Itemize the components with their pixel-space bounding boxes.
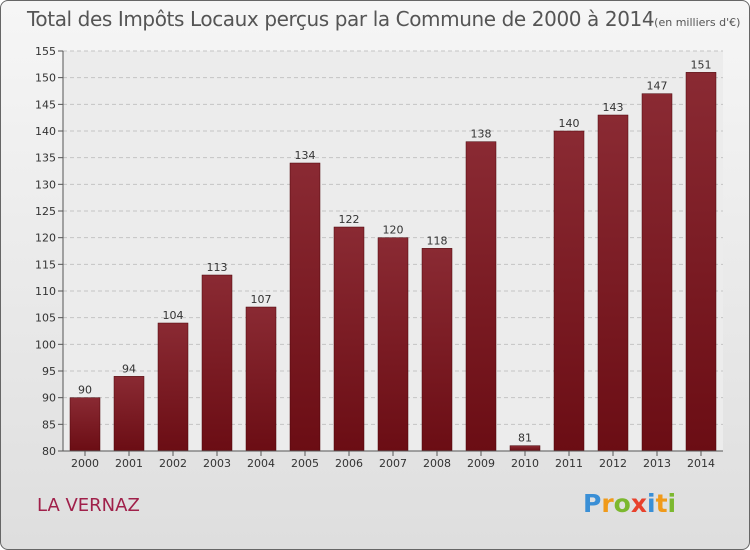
x-tick-label: 2006 bbox=[335, 457, 363, 470]
value-label: 138 bbox=[471, 128, 492, 141]
bar bbox=[377, 237, 409, 452]
bar bbox=[333, 226, 365, 452]
value-label: 81 bbox=[518, 432, 532, 445]
value-label: 120 bbox=[383, 224, 404, 237]
y-tick-label: 85 bbox=[42, 418, 56, 431]
x-tick-label: 2008 bbox=[423, 457, 451, 470]
x-tick-label: 2004 bbox=[247, 457, 275, 470]
y-tick-label: 150 bbox=[35, 72, 56, 85]
chart-title-text: Total des Impôts Locaux perçus par la Co… bbox=[27, 7, 655, 31]
bar bbox=[641, 93, 673, 452]
value-label: 107 bbox=[251, 293, 272, 306]
x-tick-label: 2009 bbox=[467, 457, 495, 470]
bar bbox=[113, 376, 145, 452]
bar bbox=[69, 397, 101, 452]
unit-note: (en milliers d'€) bbox=[654, 16, 741, 29]
x-tick-label: 2014 bbox=[687, 457, 715, 470]
bar bbox=[201, 274, 233, 452]
value-label: 134 bbox=[295, 149, 316, 162]
x-tick-label: 2013 bbox=[643, 457, 671, 470]
value-label: 113 bbox=[207, 261, 228, 274]
x-tick-label: 2012 bbox=[599, 457, 627, 470]
value-label: 122 bbox=[339, 213, 360, 226]
bar bbox=[289, 162, 321, 452]
y-tick-label: 105 bbox=[35, 312, 56, 325]
x-tick-label: 2002 bbox=[159, 457, 187, 470]
bar bbox=[465, 141, 497, 452]
proxiti-logo: Proxiti bbox=[583, 489, 676, 518]
value-label: 90 bbox=[78, 384, 92, 397]
logo-letter: i bbox=[647, 489, 656, 518]
bar bbox=[553, 130, 585, 452]
bar bbox=[245, 306, 277, 452]
x-tick-label: 2010 bbox=[511, 457, 539, 470]
logo-letter: r bbox=[601, 489, 614, 518]
y-tick-label: 95 bbox=[42, 365, 56, 378]
value-label: 118 bbox=[427, 234, 448, 247]
x-tick-label: 2001 bbox=[115, 457, 143, 470]
chart-title: Total des Impôts Locaux perçus par la Co… bbox=[27, 7, 740, 31]
logo-letter: t bbox=[655, 489, 668, 518]
bar bbox=[421, 248, 453, 452]
y-tick-label: 100 bbox=[35, 338, 56, 351]
value-label: 147 bbox=[647, 80, 668, 93]
commune-name: LA VERNAZ bbox=[37, 495, 140, 516]
logo-letter: i bbox=[667, 489, 677, 518]
value-label: 140 bbox=[559, 117, 580, 130]
x-tick-label: 2000 bbox=[71, 457, 99, 470]
bar bbox=[597, 114, 629, 452]
bar bbox=[685, 72, 717, 452]
y-tick-label: 155 bbox=[35, 45, 56, 58]
x-tick-label: 2011 bbox=[555, 457, 583, 470]
y-tick-label: 110 bbox=[35, 285, 56, 298]
value-label: 104 bbox=[163, 309, 184, 322]
y-tick-label: 120 bbox=[35, 232, 56, 245]
bar bbox=[509, 445, 541, 452]
x-tick-label: 2007 bbox=[379, 457, 407, 470]
y-tick-label: 135 bbox=[35, 152, 56, 165]
value-label: 151 bbox=[691, 58, 712, 71]
y-tick-label: 145 bbox=[35, 98, 56, 111]
logo-letter: o bbox=[613, 489, 631, 518]
y-tick-label: 130 bbox=[35, 178, 56, 191]
y-tick-label: 90 bbox=[42, 392, 56, 405]
y-tick-label: 115 bbox=[35, 258, 56, 271]
logo-letter: P bbox=[583, 489, 602, 518]
value-label: 143 bbox=[603, 101, 624, 114]
x-tick-label: 2003 bbox=[203, 457, 231, 470]
y-tick-label: 80 bbox=[42, 445, 56, 458]
logo-letter: x bbox=[630, 489, 647, 518]
bar bbox=[157, 322, 189, 452]
x-tick-label: 2005 bbox=[291, 457, 319, 470]
y-tick-label: 140 bbox=[35, 125, 56, 138]
value-label: 94 bbox=[122, 362, 136, 375]
y-tick-label: 125 bbox=[35, 205, 56, 218]
